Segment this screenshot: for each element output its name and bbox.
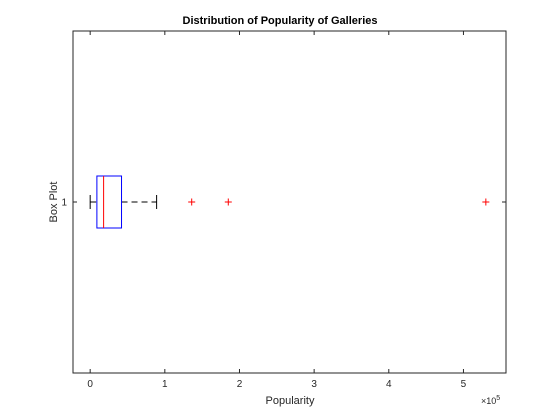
x-tick-label: 2 <box>237 379 243 390</box>
x-axis-multiplier-base: ×10 <box>481 396 496 406</box>
outlier-marker <box>482 198 490 206</box>
x-axis-multiplier: ×105 <box>481 395 500 406</box>
x-tick-label: 5 <box>461 379 467 390</box>
y-axis-label: Box Plot <box>48 182 60 223</box>
x-tick-label: 0 <box>87 379 93 390</box>
x-axis-label: Popularity <box>266 395 315 407</box>
chart-title: Distribution of Popularity of Galleries <box>183 15 378 27</box>
y-tick-label: 1 <box>61 198 67 209</box>
x-axis-multiplier-exponent: 5 <box>496 395 500 402</box>
x-tick-label: 3 <box>311 379 317 390</box>
outlier-marker <box>188 198 196 206</box>
box-plot <box>89 175 490 229</box>
outlier-marker <box>224 198 232 206</box>
x-tick-label: 1 <box>162 379 168 390</box>
interquartile-box <box>96 175 123 229</box>
axis-ticks: 0 1 2 3 4 5 1 <box>61 31 506 390</box>
x-tick-label: 4 <box>386 379 392 390</box>
plot-area <box>72 30 507 374</box>
